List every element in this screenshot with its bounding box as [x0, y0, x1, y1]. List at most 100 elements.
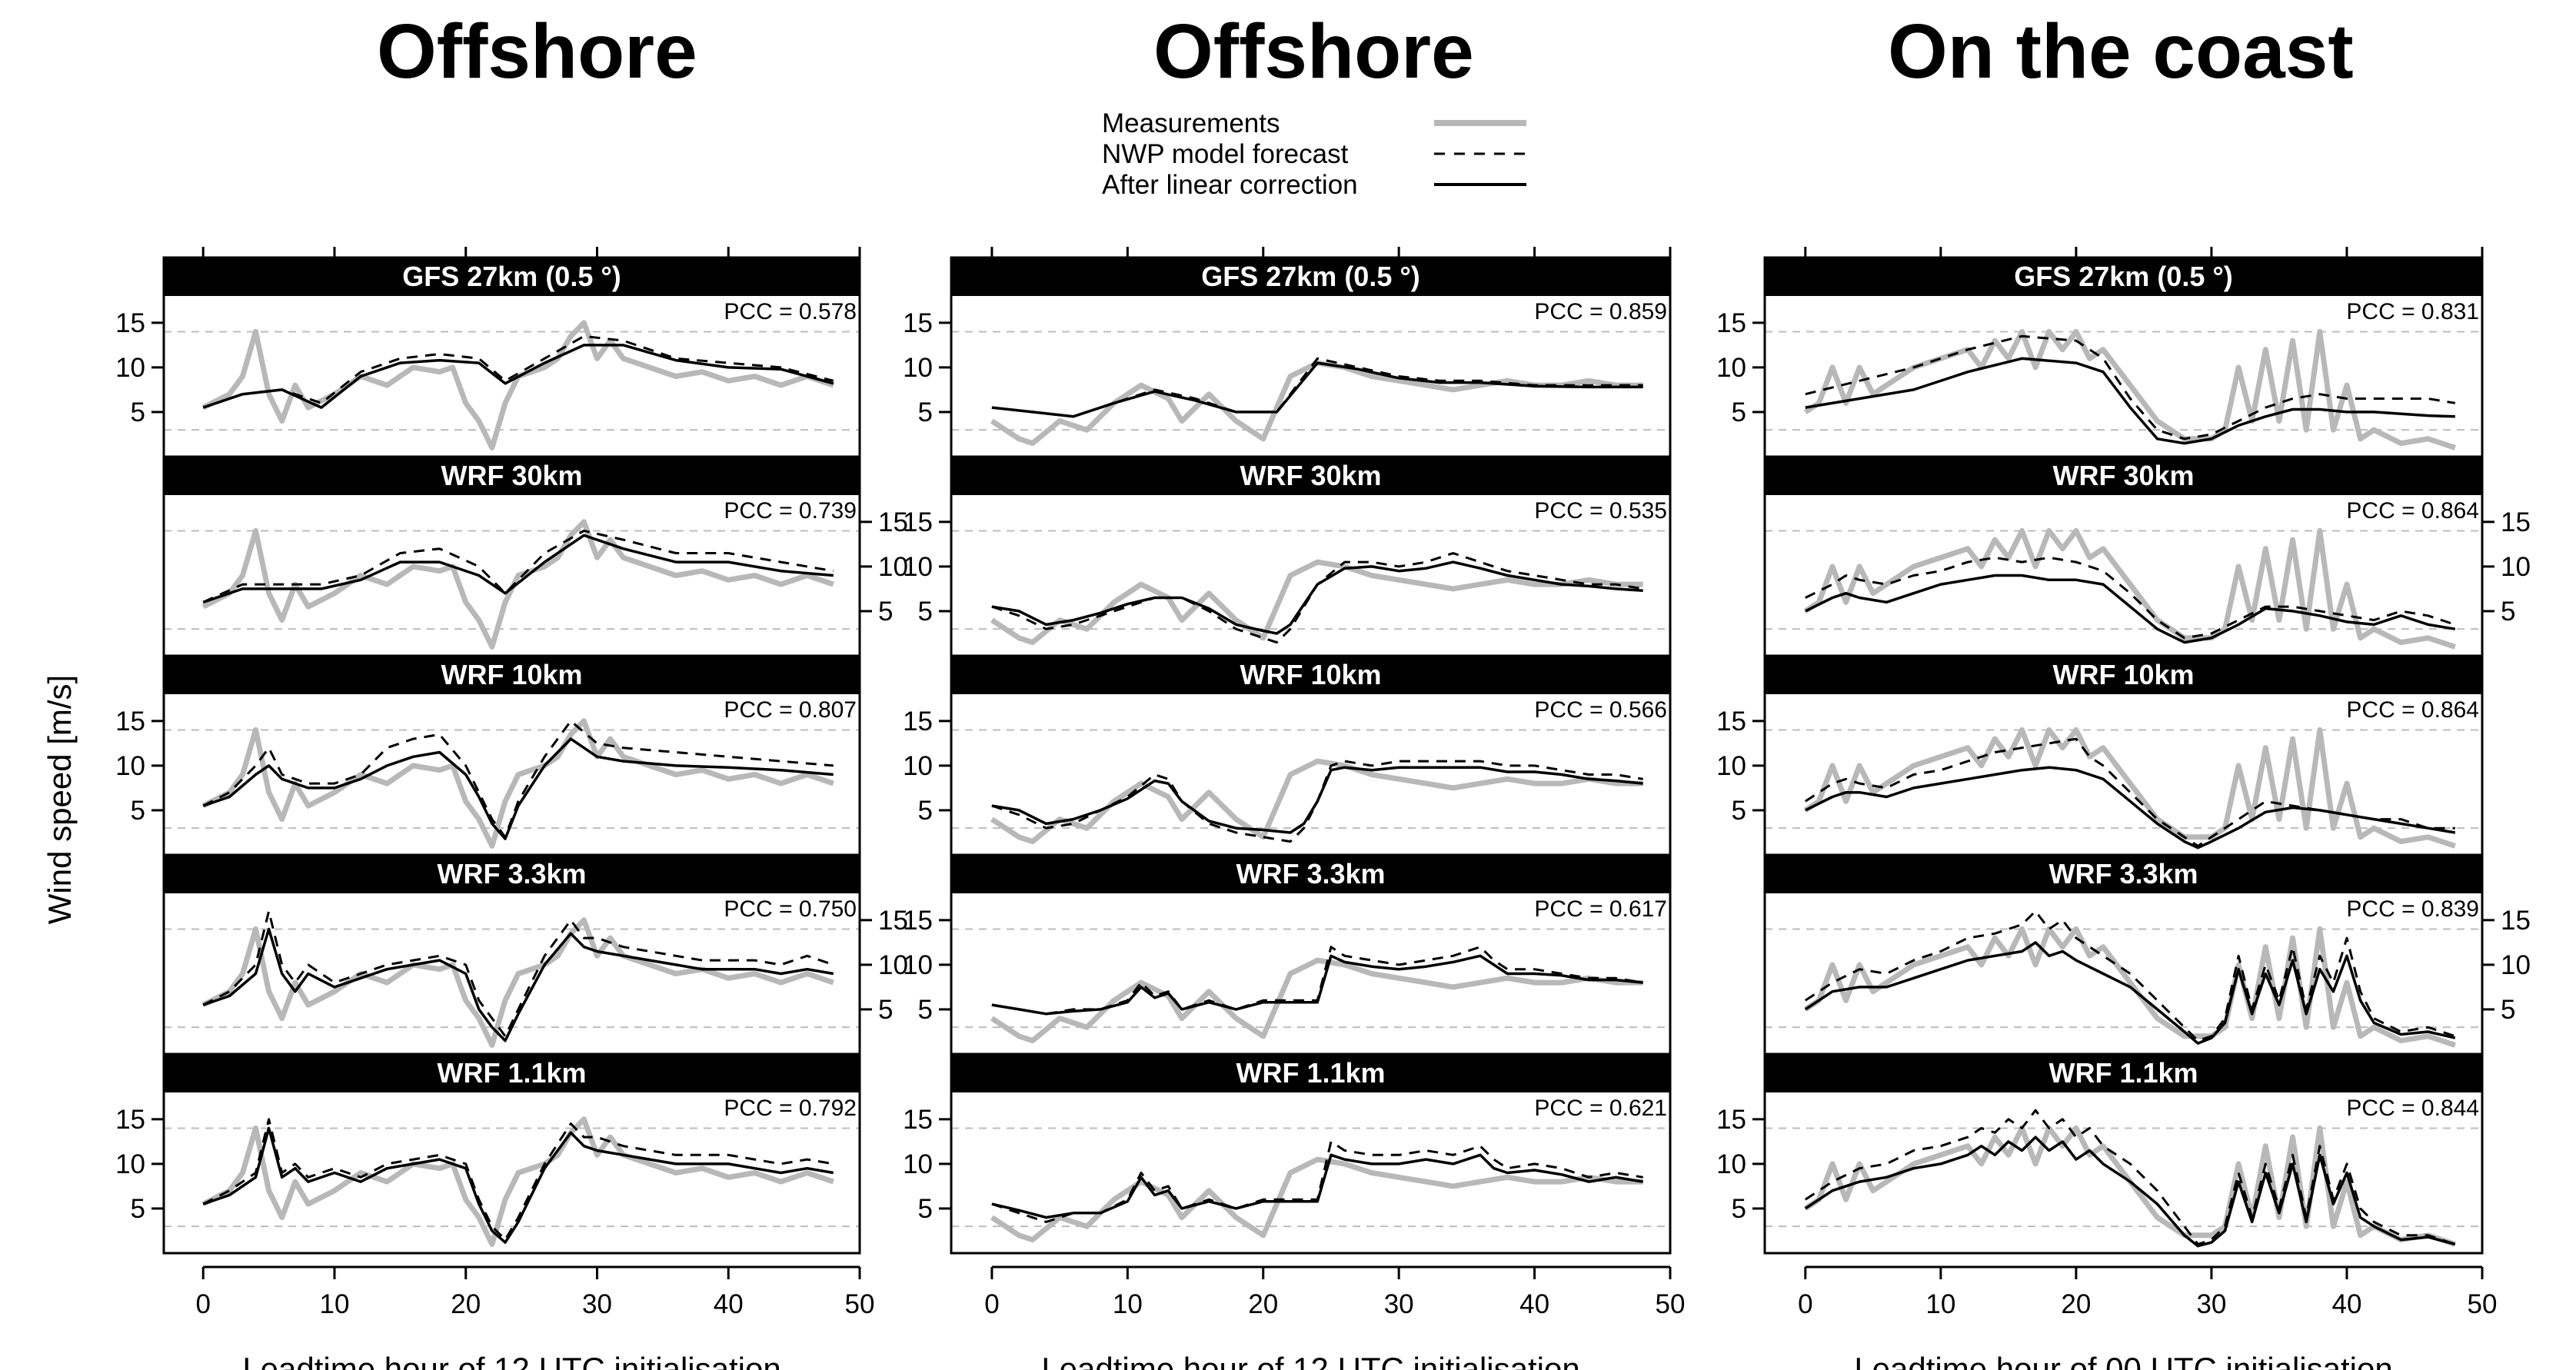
panel-title: WRF 30km — [441, 460, 582, 491]
forecast-line — [202, 720, 834, 839]
forecast-line — [991, 552, 1643, 644]
forecast-line — [202, 529, 834, 604]
panel-strip — [951, 855, 1670, 893]
panel-title: WRF 10km — [441, 659, 582, 690]
panel-strip — [951, 656, 1670, 694]
corrected-line — [202, 1126, 834, 1244]
x-tick-label: 10 — [1113, 1289, 1143, 1319]
y-tick-label: 5 — [918, 1194, 933, 1224]
column-title-offshore-center: Offshore — [1153, 8, 1474, 95]
y-tick-label: 15 — [903, 1105, 933, 1135]
panel-title: WRF 30km — [2052, 460, 2194, 491]
x-tick-label: 10 — [320, 1289, 350, 1319]
y-tick-label: 15 — [2501, 906, 2531, 936]
corrected-line — [991, 1153, 1643, 1219]
corrected-line — [991, 766, 1643, 834]
y-tick-label: 10 — [115, 751, 145, 781]
x-tick-label: 0 — [1798, 1289, 1812, 1319]
x-tick-label: 40 — [2331, 1289, 2361, 1319]
panel-frame — [1763, 1052, 2484, 1255]
x-tick-label: 0 — [195, 1289, 210, 1319]
y-tick-label: 15 — [903, 707, 933, 737]
y-tick-label: 5 — [131, 796, 145, 826]
y-tick-label: 15 — [878, 906, 908, 936]
x-tick-label: 40 — [1519, 1289, 1549, 1319]
panel-strip — [1765, 656, 2482, 694]
column-title-offshore-left: Offshore — [377, 8, 697, 95]
corrected-line — [991, 361, 1643, 418]
forecast-line — [1805, 556, 2456, 640]
y-tick-label: 10 — [1716, 1149, 1746, 1179]
y-tick-label: 5 — [2501, 995, 2515, 1025]
pcc-label: PCC = 0.831 — [2346, 299, 2479, 324]
measurements-line — [990, 957, 1643, 1044]
measurements-line — [201, 917, 834, 1048]
panel-title: WRF 3.3km — [1236, 858, 1385, 890]
pcc-label: PCC = 0.617 — [1534, 896, 1667, 922]
panel-title: WRF 10km — [1240, 659, 1381, 690]
y-tick-label: 10 — [903, 552, 933, 582]
y-tick-label: 15 — [1716, 707, 1746, 737]
x-axis-label: Leadtime hour of 00 UTC initialisation — [1854, 1351, 2392, 1370]
pcc-label: PCC = 0.535 — [1534, 498, 1667, 524]
y-tick-label: 10 — [903, 950, 933, 980]
panel-title: GFS 27km (0.5 °) — [402, 261, 621, 292]
measurements-line — [201, 718, 834, 849]
x-axis-label: Leadtime hour of 12 UTC initialisation — [1041, 1351, 1579, 1370]
measurements-line — [1803, 727, 2456, 849]
pcc-label: PCC = 0.566 — [1534, 697, 1667, 723]
y-tick-label: 5 — [131, 397, 145, 427]
y-tick-label: 15 — [115, 308, 145, 338]
y-tick-label: 15 — [903, 308, 933, 338]
pcc-label: PCC = 0.839 — [2346, 896, 2479, 922]
x-tick-label: 20 — [2061, 1289, 2091, 1319]
y-tick-label: 10 — [2501, 950, 2531, 980]
measurements-line — [990, 758, 1643, 845]
x-tick-label: 30 — [2196, 1289, 2226, 1319]
measurements-line — [201, 320, 834, 451]
y-tick-label: 10 — [1716, 353, 1746, 383]
panel-strip — [164, 656, 860, 694]
x-tick-label: 50 — [2468, 1289, 2498, 1319]
panel-frame — [162, 1052, 861, 1255]
x-tick-label: 20 — [451, 1289, 481, 1319]
y-tick-label: 5 — [918, 397, 933, 427]
panel-strip — [164, 1054, 860, 1092]
y-tick-label: 5 — [878, 995, 893, 1025]
corrected-line — [1805, 766, 2456, 850]
pcc-label: PCC = 0.864 — [2346, 498, 2479, 524]
panel-strip — [951, 1054, 1670, 1092]
panel-frame — [950, 1052, 1672, 1255]
measurements-line — [201, 1116, 834, 1247]
pcc-label: PCC = 0.792 — [724, 1096, 857, 1121]
panel-strip — [164, 457, 860, 495]
y-tick-label: 5 — [2501, 597, 2515, 627]
y-tick-label: 15 — [878, 507, 908, 537]
panel-strip — [1765, 457, 2482, 495]
y-tick-label: 15 — [115, 1105, 145, 1135]
pcc-label: PCC = 0.750 — [724, 896, 857, 922]
panel-strip — [1765, 855, 2482, 893]
measurements-line — [1803, 527, 2456, 650]
y-tick-label: 5 — [878, 597, 893, 627]
y-tick-label: 15 — [1716, 1105, 1746, 1135]
y-tick-label: 10 — [115, 353, 145, 383]
corrected-line — [202, 927, 834, 1042]
x-tick-label: 0 — [984, 1289, 999, 1319]
pcc-label: PCC = 0.739 — [724, 498, 857, 524]
panel-title: GFS 27km (0.5 °) — [1201, 261, 1420, 292]
legend-label-measurements: Measurements — [1102, 108, 1280, 138]
y-tick-label: 10 — [878, 552, 908, 582]
forecast-line — [202, 1118, 834, 1242]
forecast-line — [1804, 909, 2456, 1042]
x-tick-label: 40 — [714, 1289, 744, 1319]
measurements-line — [990, 559, 1643, 646]
panel-strip — [1765, 1054, 2482, 1092]
y-tick-label: 5 — [918, 796, 933, 826]
panel-title: WRF 10km — [2052, 659, 2194, 690]
corrected-line — [202, 344, 834, 409]
pcc-label: PCC = 0.844 — [2346, 1096, 2479, 1121]
panel-title: WRF 30km — [1240, 460, 1381, 491]
y-tick-label: 5 — [1732, 397, 1746, 427]
